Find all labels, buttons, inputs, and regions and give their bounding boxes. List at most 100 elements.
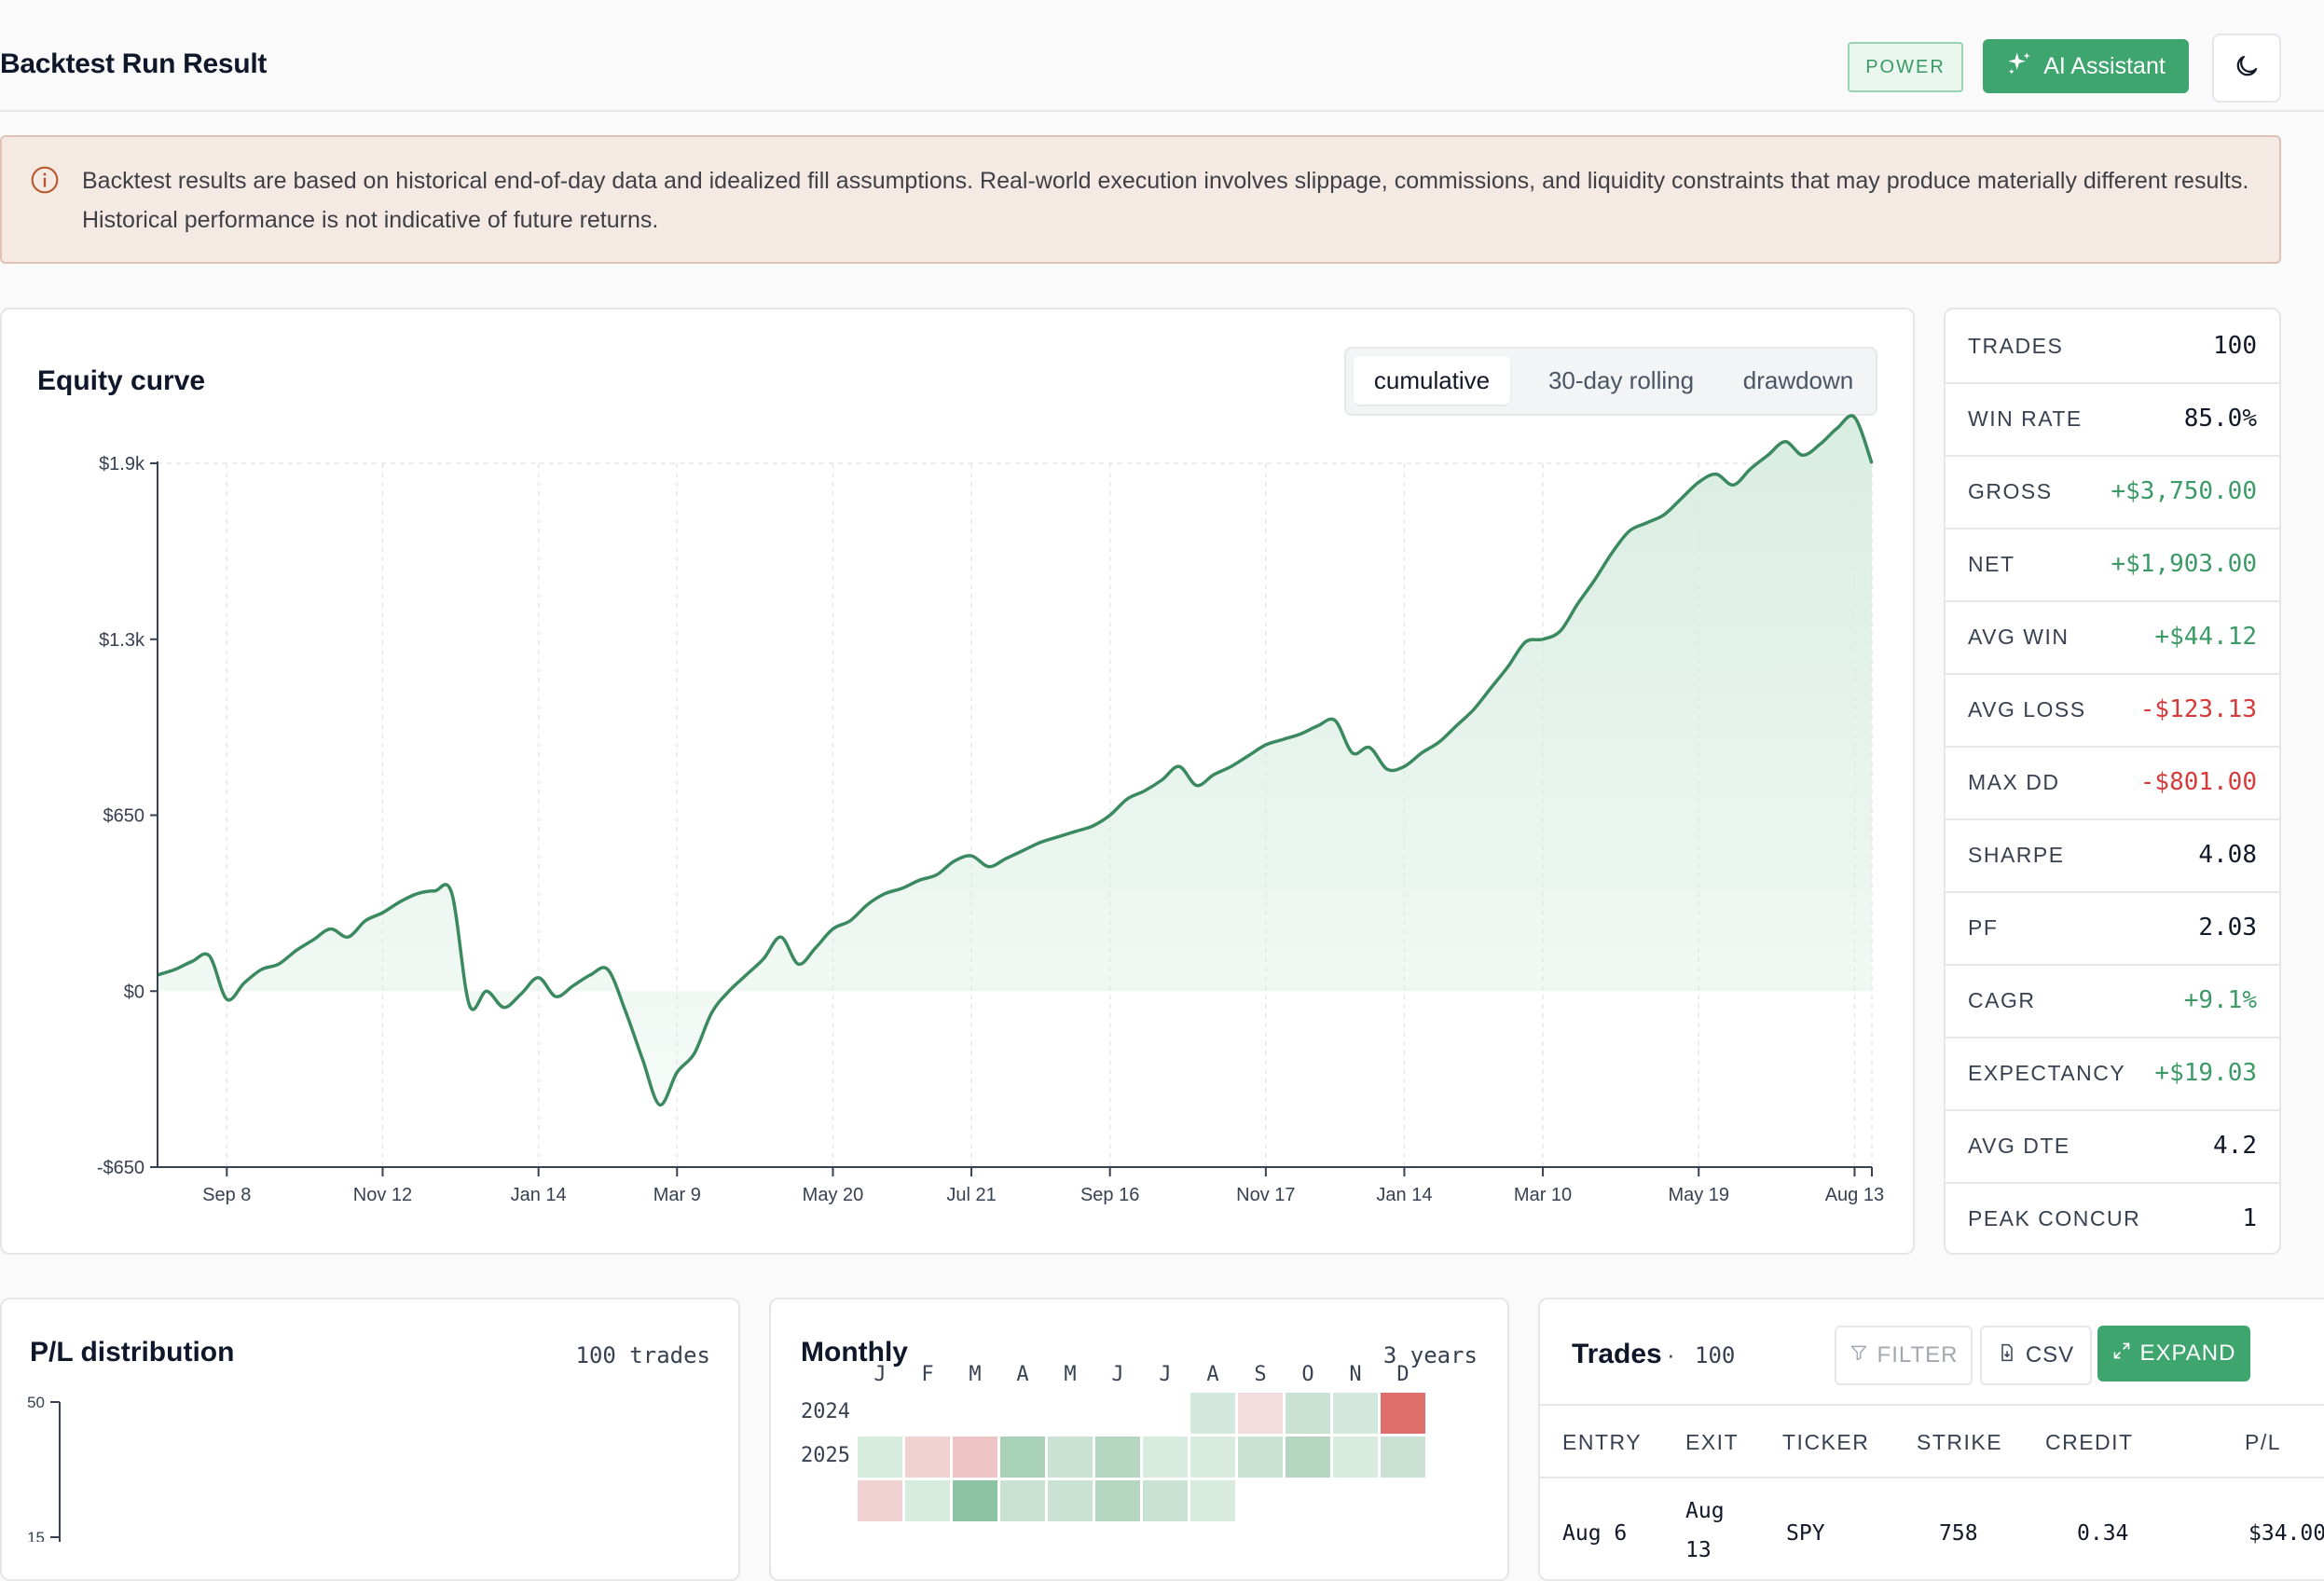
pl-distribution-title: P/L distribution [30,1337,235,1368]
filter-icon [1850,1342,1868,1368]
col-ticker[interactable]: TICKER [1782,1430,1870,1454]
pl-distribution-panel: P/L distribution 100 trades 50 15 [0,1298,740,1581]
cell-entry: Aug 6 [1562,1521,1628,1546]
month-label: F [921,1363,934,1386]
heatmap-cell[interactable] [1000,1480,1045,1521]
heatmap-cell[interactable] [1143,1480,1188,1521]
trades-panel: Trades · 100 FILTER CSV EXPAND ENTRY EXI… [1538,1298,2324,1581]
stat-value: +9.1% [2183,986,2257,1014]
ai-assistant-button[interactable]: AI Assistant [1983,39,2189,93]
heatmap-cell[interactable] [1143,1437,1188,1478]
col-exit[interactable]: EXIT [1685,1430,1740,1454]
stat-row-avg-dte: AVG DTE 4.2 [1946,1109,2279,1184]
heatmap-cell[interactable] [905,1437,950,1478]
heatmap-cell[interactable] [1095,1480,1140,1521]
y-tick-label: $1.9k [99,454,145,474]
heatmap-cell[interactable] [1238,1393,1283,1434]
heatmap-cell[interactable] [1095,1437,1140,1478]
stat-value: +$1,903.00 [2111,550,2257,578]
expand-label: EXPAND [2139,1340,2236,1366]
plan-badge: POWER [1848,42,1963,92]
heatmap-cell[interactable] [1190,1437,1235,1478]
stat-label: TRADES [1968,334,2064,358]
heatmap-cell[interactable] [1048,1480,1093,1521]
equity-curve-title: Equity curve [37,365,206,396]
stat-row-avg-loss: AVG LOSS -$123.13 [1946,673,2279,748]
col-entry[interactable]: ENTRY [1562,1430,1643,1454]
stat-row-avg-win: AVG WIN +$44.12 [1946,600,2279,675]
x-tick-label: May 19 [1668,1185,1729,1205]
col-pl[interactable]: P/L [2245,1430,2282,1454]
expand-button[interactable]: EXPAND [2097,1326,2250,1382]
stat-label: GROSS [1968,479,2053,503]
filter-label: FILTER [1877,1342,1959,1368]
sparkle-icon [2006,50,2032,83]
stat-row-expectancy: EXPECTANCY +$19.03 [1946,1037,2279,1111]
heatmap-cell[interactable] [858,1437,902,1478]
heatmap-cell[interactable] [1333,1393,1378,1434]
stat-row-net: NET +$1,903.00 [1946,528,2279,602]
x-tick-label: Mar 9 [653,1185,701,1205]
stats-panel: TRADES 100 WIN RATE 85.0% GROSS +$3,750.00 NET… [1944,308,2281,1255]
stat-value: -$801.00 [2139,768,2257,796]
filter-button[interactable]: FILTER [1835,1326,1973,1385]
stat-value: -$123.13 [2139,695,2257,723]
heatmap-cell[interactable] [953,1480,997,1521]
heatmap-cell[interactable] [1190,1393,1235,1434]
heatmap-cell[interactable] [1048,1437,1093,1478]
x-tick-label: Mar 10 [1514,1185,1572,1205]
year-label: 2024 [801,1400,850,1423]
heatmap-cell[interactable] [1381,1437,1425,1478]
stat-label: CAGR [1968,988,2036,1012]
cell-exit-day: 13 [1685,1538,1712,1562]
stat-label: AVG WIN [1968,625,2070,649]
heatmap-cell[interactable] [1333,1437,1378,1478]
month-label: M [969,1363,982,1386]
csv-button[interactable]: CSV [1980,1326,2092,1385]
equity-line [157,414,1874,1107]
pl-distribution-count: 100 trades [575,1342,711,1368]
distribution-axis: 50 15 [27,1394,61,1542]
y-tick-label: $1.3k [99,630,145,651]
month-label: N [1349,1363,1362,1386]
stat-label: EXPECTANCY [1968,1061,2126,1085]
tab-cumulative[interactable]: cumulative [1354,356,1510,405]
stat-value: +$19.03 [2154,1059,2257,1087]
stat-row-sharpe: SHARPE 4.08 [1946,818,2279,893]
equity-area [158,415,1872,1106]
stat-label: PF [1968,915,1999,940]
col-strike[interactable]: STRIKE [1917,1430,2003,1454]
theme-toggle-button[interactable] [2212,34,2281,103]
month-label: O [1301,1363,1314,1386]
heatmap-cell[interactable] [1190,1480,1235,1521]
stat-row-max-dd: MAX DD -$801.00 [1946,746,2279,820]
heatmap-cell[interactable] [905,1480,950,1521]
heatmap-cell[interactable] [953,1437,997,1478]
tab-30-day-rolling[interactable]: 30-day rolling [1547,365,1695,394]
info-icon [30,165,60,199]
stat-value: +$3,750.00 [2111,477,2257,505]
year-label: 2025 [801,1444,850,1467]
tab-drawdown[interactable]: drawdown [1742,365,1854,394]
trades-count: 100 [1695,1342,1736,1368]
heatmap-cell[interactable] [858,1480,902,1521]
file-download-icon [1998,1342,2016,1368]
x-tick-label: Jan 14 [1376,1185,1432,1205]
month-label: S [1254,1363,1267,1386]
stat-value: 100 [2213,332,2257,360]
equity-chart: $1.9k $1.3k $650 $0 -$650 Sep 8 Nov 12 Jan 14 Ma… [97,414,1884,1205]
heatmap-cell[interactable] [1000,1437,1045,1478]
monthly-years-count: 3 years [1382,1342,1478,1368]
heatmap-cell[interactable] [1286,1437,1330,1478]
month-label: A [1016,1363,1029,1386]
disclaimer-text: Backtest results are based on historical… [82,168,2249,233]
heatmap-cell[interactable] [1381,1393,1425,1434]
trades-separator: · [1667,1340,1675,1368]
heatmap-cell[interactable] [1238,1437,1283,1478]
monthly-heatmap-panel: Monthly 3 years J F M A M J J A S O N D 2024 2025 [769,1298,1509,1581]
col-credit[interactable]: CREDIT [2045,1430,2134,1454]
stat-value: 1 [2242,1204,2257,1232]
dist-ytick-1: 50 [27,1394,45,1411]
heatmap-cell[interactable] [1286,1393,1330,1434]
cell-credit: 0.34 [2077,1521,2129,1546]
